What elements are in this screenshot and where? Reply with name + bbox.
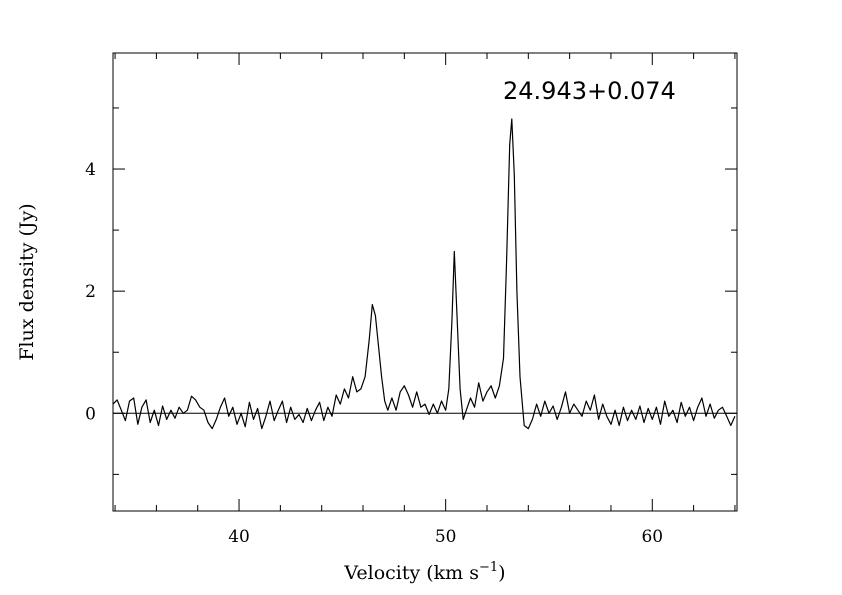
x-axis-ticks <box>114 53 736 511</box>
x-axis-label-tail: ) <box>498 562 505 584</box>
x-axis-tick-labels: 40 50 60 <box>228 527 663 547</box>
x-axis-label-main: Velocity (km s <box>343 562 479 584</box>
x-tick-label: 40 <box>228 527 250 547</box>
x-axis-label: Velocity (km s−1) <box>343 560 505 584</box>
x-tick-label: 50 <box>435 527 457 547</box>
y-tick-label: 4 <box>85 160 96 180</box>
spectrum-series-line <box>112 118 736 430</box>
y-axis-ticks <box>113 107 737 475</box>
source-annotation: 24.943+0.074 <box>503 77 676 105</box>
y-axis-label: Flux density (Jy) <box>16 203 38 360</box>
y-tick-label: 2 <box>85 282 96 302</box>
y-tick-label: 0 <box>85 404 96 424</box>
x-tick-label: 60 <box>641 527 663 547</box>
x-axis-label-superscript: −1 <box>479 560 498 575</box>
plot-frame <box>112 52 738 512</box>
y-axis-tick-labels: 0 2 4 <box>85 160 96 424</box>
